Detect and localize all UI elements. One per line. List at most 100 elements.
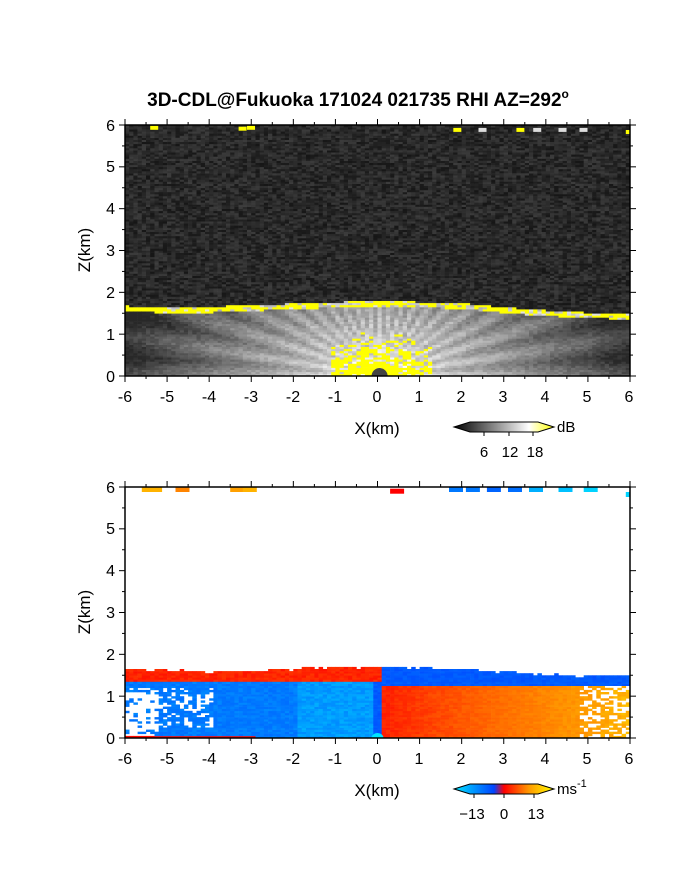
backscatter-cell	[226, 198, 231, 201]
backscatter-cell	[280, 238, 286, 241]
backscatter-cell	[141, 373, 147, 376]
backscatter-cell	[125, 225, 130, 228]
backscatter-cell	[230, 298, 235, 301]
backscatter-cell	[141, 168, 147, 172]
backscatter-cell	[293, 143, 298, 147]
backscatter-cell	[213, 171, 218, 174]
backscatter-cell	[141, 185, 147, 189]
backscatter-cell	[268, 242, 273, 245]
backscatter-cell	[226, 340, 231, 343]
backscatter-cell	[280, 145, 286, 149]
backscatter-cell	[297, 334, 302, 337]
backscatter-cell	[209, 317, 214, 320]
backscatter-cell	[259, 145, 265, 149]
backscatter-cell	[205, 150, 210, 153]
backscatter-cell	[238, 219, 244, 222]
backscatter-cell	[171, 311, 176, 314]
backscatter-cell	[146, 344, 151, 347]
backscatter-cell	[200, 168, 206, 172]
backscatter-cell	[125, 254, 130, 258]
backscatter-cell	[133, 342, 138, 345]
backscatter-cell	[247, 183, 252, 186]
backscatter-cell	[226, 348, 231, 352]
backscatter-cell	[137, 125, 143, 128]
backscatter-cell	[284, 196, 290, 199]
backscatter-cell	[268, 158, 273, 161]
backscatter-cell	[221, 229, 227, 232]
backscatter-cell	[175, 191, 180, 195]
backscatter-cell	[188, 350, 193, 354]
backscatter-cell	[196, 300, 201, 304]
backscatter-cell	[230, 150, 235, 153]
backscatter-cell	[263, 304, 269, 308]
backscatter-cell	[146, 173, 151, 176]
backscatter-cell	[234, 125, 239, 128]
backscatter-cell	[221, 189, 227, 193]
backscatter-cell	[150, 340, 155, 343]
backscatter-cell	[242, 334, 248, 337]
backscatter-cell	[146, 166, 151, 170]
backscatter-cell	[183, 238, 189, 241]
backscatter-cell	[171, 223, 176, 226]
backscatter-cell	[242, 202, 248, 205]
backscatter-cell	[238, 367, 244, 370]
backscatter-cell	[154, 214, 159, 218]
backscatter-cell	[259, 150, 265, 153]
backscatter-cell	[251, 338, 256, 341]
backscatter-cell	[141, 133, 147, 136]
backscatter-cell	[196, 173, 201, 176]
backscatter-cell	[255, 160, 260, 163]
backscatter-cell	[167, 258, 172, 262]
backscatter-cell	[158, 152, 164, 155]
backscatter-cell	[196, 246, 201, 249]
backscatter-cell	[133, 294, 138, 297]
backscatter-cell	[255, 246, 260, 249]
backscatter-cell	[242, 175, 248, 178]
backscatter-cell	[162, 217, 168, 220]
backscatter-cell	[259, 238, 265, 241]
backscatter-cell	[280, 298, 286, 301]
backscatter-cell	[196, 281, 201, 285]
backscatter-cell	[209, 127, 214, 130]
backscatter-cell	[247, 265, 252, 268]
backscatter-cell	[192, 206, 197, 209]
backscatter-cell	[129, 373, 134, 376]
backscatter-cell	[188, 258, 193, 262]
backscatter-cell	[188, 129, 193, 132]
backscatter-cell	[133, 133, 138, 136]
backscatter-cell	[255, 141, 260, 145]
backscatter-cell	[289, 248, 294, 251]
backscatter-cell	[268, 156, 273, 159]
backscatter-cell	[263, 235, 269, 239]
backscatter-cell	[192, 235, 197, 239]
backscatter-cell	[192, 194, 197, 197]
backscatter-cell	[221, 152, 227, 155]
backscatter-cell	[162, 231, 168, 235]
backscatter-cell	[213, 369, 218, 373]
backscatter-cell	[217, 277, 223, 281]
backscatter-cell	[162, 168, 168, 172]
backscatter-cell	[297, 332, 302, 335]
backscatter-cell	[154, 357, 159, 360]
backscatter-cell	[154, 242, 159, 245]
backscatter-cell	[255, 350, 260, 354]
backscatter-cell	[171, 355, 176, 358]
backscatter-cell	[238, 319, 244, 322]
backscatter-cell	[129, 189, 134, 193]
backscatter-cell	[297, 353, 302, 356]
backscatter-cell	[150, 246, 155, 249]
backscatter-cell	[162, 127, 168, 130]
backscatter-cell	[284, 221, 290, 224]
backscatter-cell	[188, 304, 193, 308]
backscatter-cell	[129, 139, 134, 142]
backscatter-cell	[183, 300, 189, 304]
backscatter-cell	[284, 137, 290, 140]
backscatter-cell	[259, 361, 265, 364]
backscatter-cell	[192, 187, 197, 191]
backscatter-cell	[175, 240, 180, 243]
backscatter-cell	[255, 304, 260, 308]
backscatter-cell	[213, 214, 218, 218]
backscatter-cell	[221, 187, 227, 191]
backscatter-cell	[141, 229, 147, 232]
backscatter-cell	[263, 250, 269, 253]
